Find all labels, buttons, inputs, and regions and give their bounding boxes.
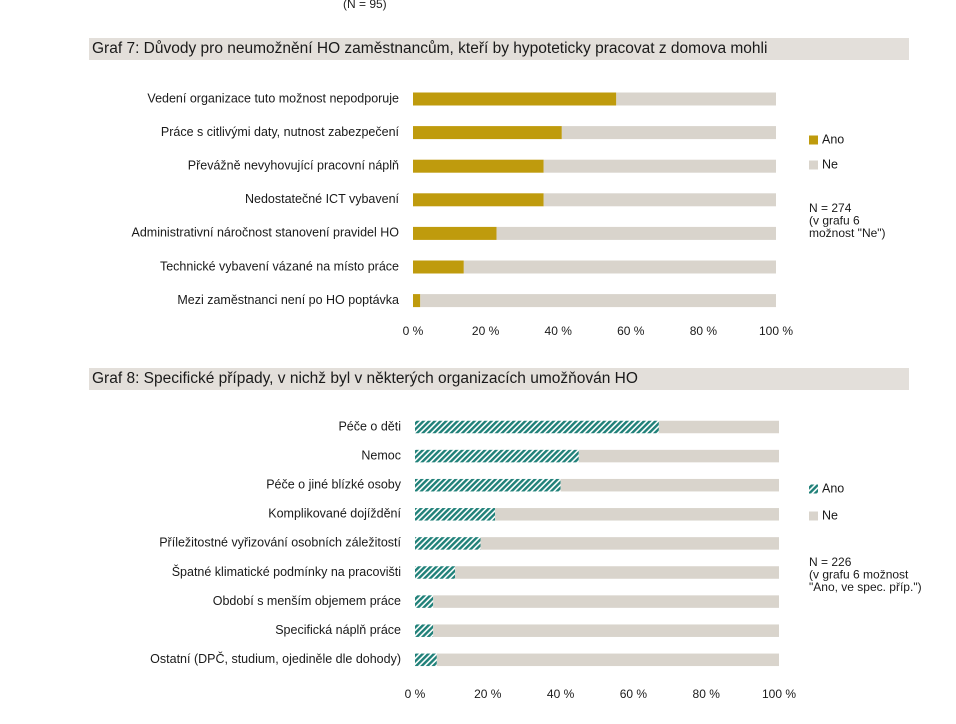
bar-ne-2: [578, 449, 779, 463]
bar-ano-5: [413, 226, 497, 240]
legend-label-ano: Ano: [822, 132, 844, 146]
bar-ano-1: [413, 92, 617, 106]
sample-note-line: (v grafu 6 možnost: [809, 568, 909, 582]
category-label: Ostatní (DPČ, studium, ojediněle dle doh…: [150, 651, 401, 666]
category-label: Specifická náplň práce: [275, 623, 401, 637]
bar-ne-7: [420, 294, 776, 308]
category-label: Komplikované dojíždění: [268, 507, 401, 521]
x-tick-label: 80 %: [690, 324, 718, 338]
x-tick-label: 80 %: [693, 687, 721, 701]
bar-ne-4: [543, 193, 776, 207]
category-label: Špatné klimatické podmínky na pracovišti: [172, 564, 401, 579]
x-tick-label: 0 %: [403, 324, 424, 338]
legend-label-ne: Ne: [822, 508, 838, 522]
legend-swatch-ano: [809, 484, 818, 494]
bar-ne-2: [561, 126, 776, 140]
category-label: Období s menším objemem práce: [213, 594, 401, 608]
x-tick-label: 60 %: [620, 687, 648, 701]
category-label: Administrativní náročnost stanovení prav…: [132, 226, 400, 240]
x-tick-label: 20 %: [472, 324, 500, 338]
bar-ano-9: [415, 653, 437, 667]
category-label: Příležitostné vyřizování osobních záleži…: [159, 536, 401, 550]
bar-ano-2: [413, 126, 562, 140]
bar-ne-1: [658, 420, 779, 434]
category-label: Nedostatečné ICT vybavení: [245, 192, 400, 206]
sample-note-line: N = 274: [809, 201, 852, 215]
bar-ano-3: [415, 478, 561, 492]
bar-ne-4: [495, 508, 779, 521]
bar-ne-3: [543, 159, 776, 173]
bar-ne-9: [436, 653, 779, 667]
category-label: Péče o děti: [338, 419, 401, 433]
bar-ne-5: [496, 226, 776, 240]
bar-ne-7: [433, 595, 779, 608]
legend-swatch-ne: [809, 511, 818, 521]
bar-ne-1: [616, 92, 776, 106]
bar-ne-6: [463, 260, 776, 274]
category-label: Převážně nevyhovující pracovní náplň: [188, 158, 399, 172]
category-label: Péče o jiné blízké osoby: [266, 477, 402, 491]
sample-size-note: (N = 95): [343, 0, 387, 11]
x-tick-label: 40 %: [547, 687, 575, 701]
sample-note-line: N = 226: [809, 555, 852, 569]
bar-ano-2: [415, 449, 579, 463]
bar-ano-1: [415, 420, 659, 434]
bar-ano-7: [413, 294, 421, 308]
x-tick-label: 0 %: [405, 687, 426, 701]
chart-title-graf-7: Graf 7: Důvody pro neumožnění HO zaměstn…: [89, 38, 909, 60]
category-label: Nemoc: [361, 448, 401, 462]
category-label: Technické vybavení vázané na místo práce: [160, 259, 399, 273]
x-tick-label: 100 %: [762, 687, 796, 701]
bar-ano-8: [415, 624, 434, 637]
bar-ano-7: [415, 595, 434, 608]
category-label: Mezi zaměstnanci není po HO poptávka: [177, 293, 399, 307]
x-tick-label: 40 %: [545, 324, 573, 338]
bar-ano-5: [415, 537, 481, 550]
bar-ano-6: [415, 566, 456, 579]
bar-ne-3: [560, 478, 779, 492]
sample-note-line: "Ano, ve spec. příp."): [809, 580, 922, 594]
bar-ano-4: [413, 193, 544, 207]
chart-title-graf-8: Graf 8: Specifické případy, v nichž byl …: [89, 368, 909, 390]
sample-note-line: možnost "Ne"): [809, 226, 886, 240]
sample-note-line: (v grafu 6: [809, 214, 860, 228]
x-tick-label: 20 %: [474, 687, 502, 701]
x-tick-label: 100 %: [759, 324, 793, 338]
bar-ano-4: [415, 508, 496, 521]
legend-swatch-ne: [809, 160, 818, 170]
x-tick-label: 60 %: [617, 324, 645, 338]
category-label: Vedení organizace tuto možnost nepodporu…: [147, 91, 399, 105]
legend-swatch-ano: [809, 135, 818, 145]
bar-ano-6: [413, 260, 464, 274]
bar-ne-8: [433, 624, 779, 637]
category-label: Práce s citlivými daty, nutnost zabezpeč…: [161, 125, 400, 139]
bar-ano-3: [413, 159, 544, 173]
bar-ne-6: [455, 566, 779, 579]
legend-label-ano: Ano: [822, 481, 844, 495]
legend-label-ne: Ne: [822, 157, 838, 171]
bar-ne-5: [480, 537, 779, 550]
